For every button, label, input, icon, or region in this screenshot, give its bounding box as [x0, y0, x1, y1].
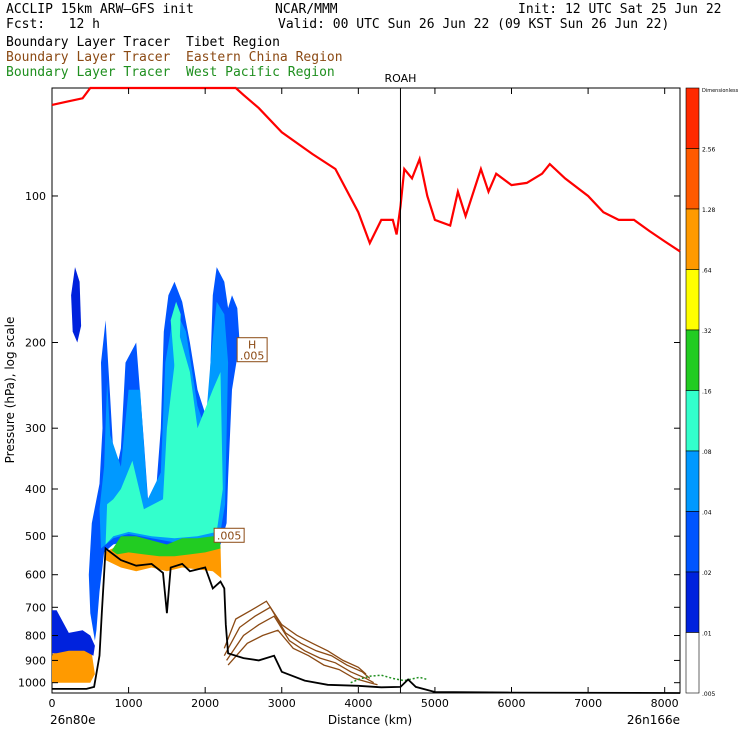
y-tick-label-5: 600 [25, 569, 46, 582]
axes: 0 1000 2000 3000 4000 5000 6000 7000 80001002003… [18, 88, 680, 710]
colorbar-swatch-4 [685, 329, 700, 391]
x-tick-label-5: 5000 [421, 697, 449, 710]
y-tick-label-7: 800 [25, 630, 46, 643]
annotation-text-1: .005 [217, 529, 242, 542]
y-axis-label: Pressure (hPa), log scale [3, 317, 17, 464]
colorbar-label-1: 2.56 [702, 147, 716, 154]
x-tick-label-2: 2000 [191, 697, 219, 710]
colorbar-label-7: .04 [702, 510, 712, 517]
tracer-region-7 [71, 267, 82, 343]
legend-entry-eastern-china: Boundary Layer Tracer Eastern China Regi… [6, 50, 343, 65]
y-tick-label-2: 300 [25, 422, 46, 435]
eastern-china-tracer-line-0 [223, 600, 367, 675]
y-tick-label-6: 700 [25, 601, 46, 614]
colorbar-swatch-3 [685, 269, 700, 331]
y-tick-label-8: 900 [25, 654, 46, 667]
annotation-text-0: H [248, 339, 256, 352]
eastern-china-tracer-line-1 [223, 606, 371, 679]
annotation-box-0 [236, 337, 268, 363]
model-title: ACCLIP 15km ARW–GFS init [6, 2, 194, 17]
colorbar-swatch-2 [685, 208, 700, 270]
x-tick-label-6: 6000 [498, 697, 526, 710]
legend-entry-tibet: Boundary Layer Tracer Tibet Region [6, 35, 280, 50]
colorbar-swatch-6 [685, 450, 700, 512]
tracer-region-1 [52, 610, 95, 656]
y-tick-label-3: 400 [25, 483, 46, 496]
valid-time-label: Valid: 00 UTC Sun 26 Jun 22 (09 KST Sun … [278, 17, 670, 32]
colorbar-label-10: .005 [702, 691, 716, 698]
tropopause-line [51, 86, 681, 253]
tracer-region-8 [170, 301, 181, 368]
colorbar-label-5: .16 [702, 389, 712, 396]
y-tick-label-4: 500 [25, 530, 46, 543]
x-tick-label-4: 4000 [344, 697, 372, 710]
legend-entry-west-pacific: Boundary Layer Tracer West Pacific Regio… [6, 65, 335, 80]
west-pacific-tracer-line [350, 674, 428, 684]
x-tick-label-0: 0 [49, 697, 56, 710]
init-label: Init: 12 UTC Sat 25 Jun 22 [518, 2, 722, 17]
y-tick-label-9: 1000 [18, 677, 46, 690]
station-marker-label: ROAH [385, 72, 417, 85]
x-tick-label-7: 7000 [574, 697, 602, 710]
colorbar-label-8: .02 [702, 570, 712, 577]
colorbar-label-2: 1.28 [702, 207, 716, 214]
annotation-subtext-0: .005 [240, 350, 265, 363]
colorbar-swatch-9 [685, 632, 700, 694]
colorbar: Dimensionless 2.56 1.28 .64 .32 .16 .08 .04 .02.… [685, 87, 739, 698]
terrain-line [52, 546, 681, 694]
colorbar-label-4: .32 [702, 328, 712, 335]
right-endpoint-label: 26n166e [627, 713, 680, 727]
x-tick-label-3: 3000 [268, 697, 296, 710]
colorbar-label-0: Dimensionless [702, 88, 739, 94]
y-tick-label-1: 200 [25, 336, 46, 349]
x-axis-label: Distance (km) [328, 713, 412, 727]
annotation-box-1 [213, 527, 245, 543]
colorbar-swatch-0 [685, 87, 700, 149]
org-label: NCAR/MMM [275, 2, 338, 17]
y-tick-label-0: 100 [25, 190, 46, 203]
eastern-china-tracer-line-2 [226, 615, 375, 684]
tracer-region-6 [111, 536, 221, 557]
plot-frame [51, 87, 681, 694]
colorbar-swatch-5 [685, 390, 700, 452]
x-tick-label-1: 1000 [115, 697, 143, 710]
colorbar-swatch-7 [685, 511, 700, 573]
colorbar-label-3: .64 [702, 268, 712, 275]
colorbar-label-6: .08 [702, 449, 712, 456]
colorbar-swatch-1 [685, 148, 700, 210]
tracer-shaded-regions [52, 267, 240, 683]
tracer-region-5 [105, 331, 223, 545]
x-tick-label-8: 8000 [651, 697, 679, 710]
colorbar-swatch-8 [685, 571, 700, 633]
colorbar-label-9: .01 [702, 631, 712, 638]
left-endpoint-label: 26n80e [50, 713, 96, 727]
forecast-hour-label: Fcst: 12 h [6, 17, 100, 32]
